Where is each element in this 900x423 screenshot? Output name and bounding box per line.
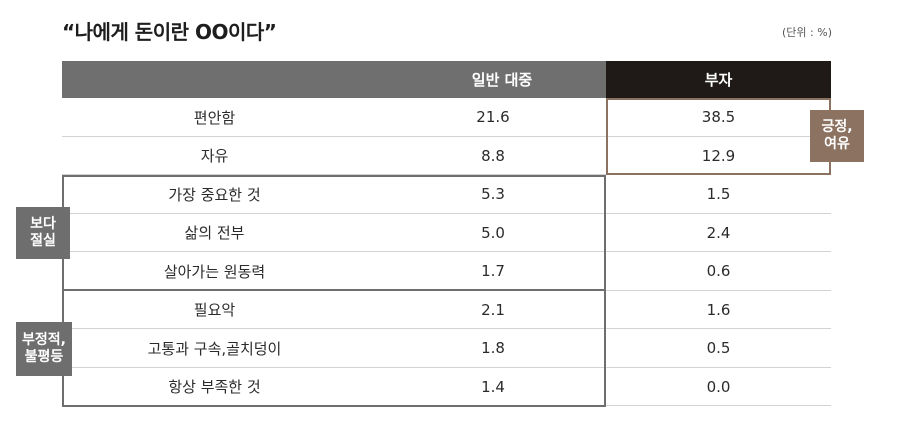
general-value: 21.6 [476, 108, 510, 127]
rich-value: 0.0 [706, 377, 731, 396]
row-label: 삶의 전부 [184, 224, 245, 243]
chart-title: “나에게 돈이란 OO이다” [62, 20, 277, 44]
row-label: 고통과 구속,골치덩이 [147, 339, 282, 358]
tag-negative-line2: 불평등 [24, 349, 64, 365]
row-label: 필요악 [193, 301, 236, 320]
row-label: 가장 중요한 것 [168, 185, 261, 204]
row-divider [62, 174, 831, 175]
tag-real-line1: 보다 [30, 216, 56, 232]
row-label: 살아가는 원동력 [163, 262, 266, 281]
rich-value: 38.5 [701, 108, 736, 127]
rich-value: 0.6 [706, 262, 731, 281]
row-divider [62, 405, 831, 406]
tag-positive: 긍정, 여유 [810, 110, 864, 162]
row-label: 편안함 [193, 108, 236, 127]
row-divider [62, 135, 831, 137]
table-row: 필요악 2.1 1.6 [62, 291, 831, 329]
table-row: 삶의 전부 5.0 2.4 [62, 214, 831, 252]
table-row: 살아가는 원동력 1.7 0.6 [62, 252, 831, 291]
rich-value: 12.9 [701, 146, 736, 165]
general-value: 1.8 [481, 339, 505, 358]
row-label: 항상 부족한 것 [168, 378, 261, 397]
general-value: 5.3 [481, 185, 505, 204]
tag-real: 보다 절실 [16, 207, 70, 259]
table-row: 고통과 구속,골치덩이 1.8 0.5 [62, 329, 831, 368]
rich-value: 1.5 [706, 185, 731, 204]
row-label: 자유 [200, 147, 229, 166]
row-divider [62, 366, 831, 368]
rich-value: 2.4 [706, 223, 731, 242]
header-general: 일반 대중 [62, 61, 606, 98]
tag-positive-line2: 여유 [824, 136, 850, 152]
general-value: 5.0 [481, 223, 505, 242]
tag-positive-line1: 긍정, [821, 119, 853, 135]
general-value: 8.8 [481, 146, 505, 165]
table-row: 자유 8.8 12.9 [62, 137, 831, 175]
tag-negative-line1: 부정적, [22, 332, 66, 348]
rich-value: 1.6 [706, 300, 731, 319]
general-value: 2.1 [481, 300, 505, 319]
general-value: 1.4 [481, 377, 505, 396]
row-divider [62, 212, 831, 214]
tag-negative: 부정적, 불평등 [16, 322, 72, 376]
table-row: 가장 중요한 것 5.3 1.5 [62, 175, 831, 214]
header-rich-label: 부자 [704, 71, 733, 89]
table-row: 편안함 21.6 38.5 [62, 98, 831, 137]
row-divider [62, 328, 831, 329]
rich-value: 0.5 [706, 339, 731, 358]
row-divider [62, 251, 831, 252]
general-value: 1.7 [481, 262, 505, 281]
header-general-label: 일반 대중 [471, 71, 533, 89]
unit-label: (단위 : %) [782, 26, 832, 39]
table-row: 항상 부족한 것 1.4 0.0 [62, 368, 831, 406]
header-rich: 부자 [606, 61, 831, 98]
tag-real-line2: 절실 [30, 233, 56, 249]
